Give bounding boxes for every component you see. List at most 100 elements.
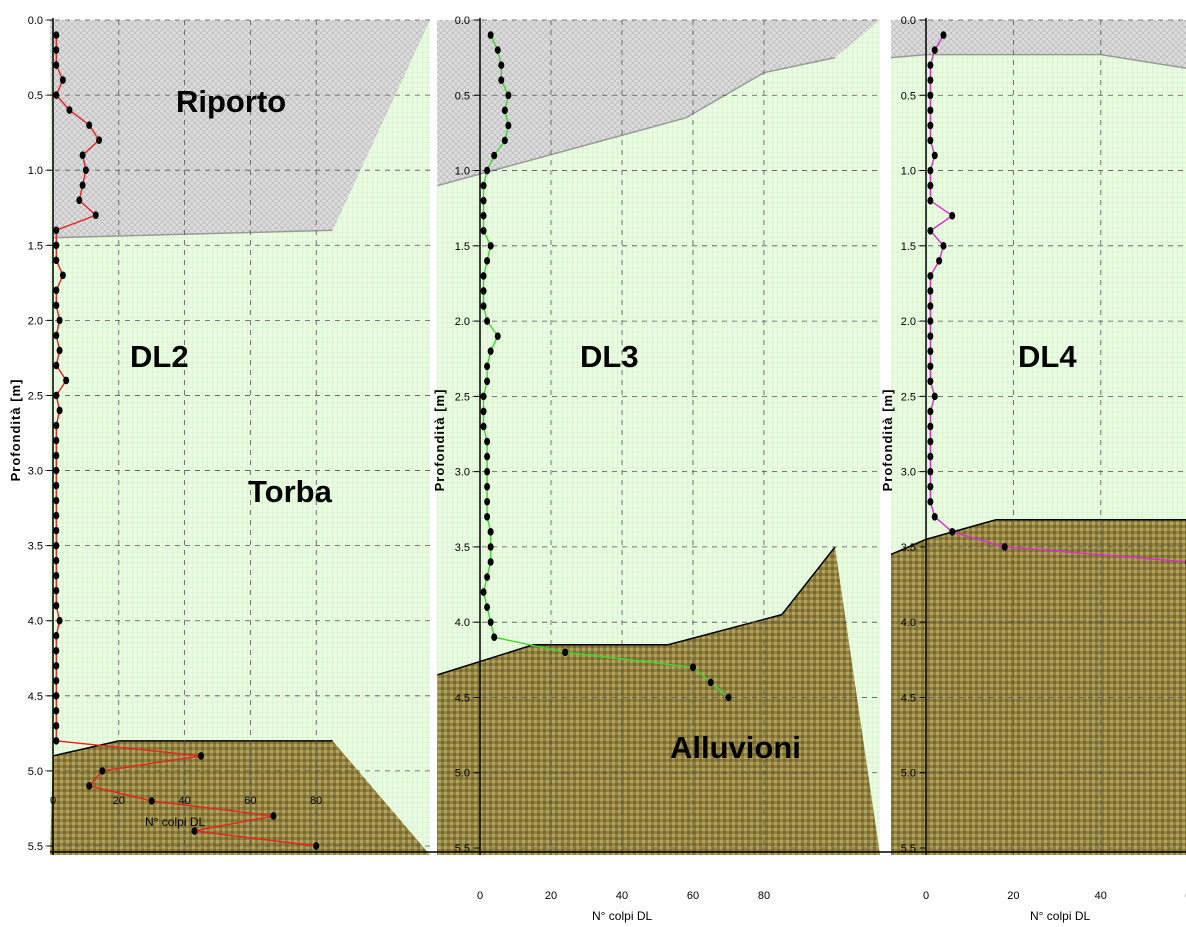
y-tick-label-dl2: 2.0 xyxy=(28,315,43,327)
blow-point-dl2 xyxy=(53,571,60,580)
blow-point-dl2 xyxy=(53,692,60,700)
y-tick-label-dl4: 2.0 xyxy=(901,316,916,328)
y-tick-label-dl2: 2.5 xyxy=(28,390,43,402)
blow-point-dl2 xyxy=(56,316,63,325)
panel-title-dl4: DL4 xyxy=(1018,339,1077,374)
blow-point-dl3 xyxy=(484,603,491,611)
blow-point-dl2 xyxy=(53,256,60,265)
blow-point-dl4 xyxy=(927,302,934,310)
blow-point-dl3 xyxy=(480,211,487,220)
blow-point-dl3 xyxy=(498,76,505,85)
blow-point-dl4 xyxy=(931,513,938,521)
blow-point-dl3 xyxy=(487,347,494,356)
blow-point-dl4 xyxy=(940,242,947,250)
blow-point-dl3 xyxy=(484,573,491,581)
y-tick-label-dl4: 3.5 xyxy=(901,542,916,554)
blow-point-dl3 xyxy=(487,242,494,250)
blow-point-dl3 xyxy=(484,482,491,491)
x-tick-label-dl2: 20 xyxy=(113,795,125,807)
y-tick-label-dl2: 0.5 xyxy=(28,90,43,102)
blow-point-dl3 xyxy=(487,558,494,566)
blow-point-dl2 xyxy=(53,226,60,235)
blow-point-dl2 xyxy=(53,301,60,310)
x-tick-label-dl3: 40 xyxy=(616,890,628,902)
blow-point-dl4 xyxy=(927,61,934,69)
y-tick-label-dl3: 4.5 xyxy=(455,692,470,704)
blow-point-dl2 xyxy=(53,391,60,400)
panel-title-dl2: DL2 xyxy=(130,339,189,374)
y-tick-label-dl3: 4.0 xyxy=(455,617,470,629)
blow-point-dl4 xyxy=(927,332,934,340)
x-tick-label-dl3: 80 xyxy=(758,890,770,902)
blow-point-dl2 xyxy=(53,241,60,250)
blow-point-dl2 xyxy=(92,211,99,220)
blow-point-dl3 xyxy=(498,61,505,69)
x-tick-label-dl4: 40 xyxy=(1095,890,1107,902)
blow-point-dl2 xyxy=(53,91,60,99)
blow-point-dl3 xyxy=(690,663,696,672)
x-axis-label-dl2: N° colpi DL xyxy=(145,815,205,829)
blow-point-dl3 xyxy=(480,181,487,190)
blow-point-dl4 xyxy=(927,76,934,85)
blow-point-dl3 xyxy=(505,91,512,100)
blow-point-dl2 xyxy=(53,737,60,745)
blow-point-dl2 xyxy=(59,271,66,280)
y-tick-label-dl4: 2.5 xyxy=(901,391,916,403)
blow-point-dl3 xyxy=(480,226,487,235)
blow-point-dl2 xyxy=(53,361,60,370)
y-tick-label-dl3: 2.5 xyxy=(455,391,470,403)
blow-point-dl4 xyxy=(927,347,934,356)
blow-point-dl3 xyxy=(480,392,487,401)
x-tick-label-dl3: 20 xyxy=(545,890,557,902)
y-tick-label-dl4: 1.0 xyxy=(901,166,916,178)
y-tick-label-dl3: 1.5 xyxy=(455,241,470,253)
blow-point-dl3 xyxy=(487,528,494,536)
blow-point-dl4 xyxy=(931,46,938,54)
alluvioni-layer-dl4 xyxy=(891,519,1186,855)
blow-point-dl4 xyxy=(927,467,934,476)
blow-point-dl3 xyxy=(487,543,494,551)
layer-label-torba: Torba xyxy=(248,474,333,509)
layer-label-riporto: Riporto xyxy=(176,84,286,119)
blow-point-dl2 xyxy=(191,827,198,835)
blow-point-dl3 xyxy=(484,257,491,265)
blow-point-dl2 xyxy=(270,812,277,820)
blow-point-dl4 xyxy=(927,362,934,371)
blow-point-dl4 xyxy=(927,121,934,130)
blow-point-dl3 xyxy=(484,362,491,371)
layer-label-alluvioni: Alluvioni xyxy=(670,730,801,765)
blow-point-dl3 xyxy=(501,136,508,145)
blow-point-dl3 xyxy=(494,332,501,340)
panel-title-dl3: DL3 xyxy=(580,339,639,374)
blow-point-dl2 xyxy=(53,331,60,340)
blow-point-dl2 xyxy=(53,526,60,535)
blow-point-dl4 xyxy=(940,31,947,39)
riporto-layer-dl3 xyxy=(437,20,880,186)
y-tick-label-dl2: 1.5 xyxy=(28,240,43,252)
y-tick-label-dl3: 2.0 xyxy=(455,316,470,328)
blow-point-dl2 xyxy=(53,511,60,520)
blow-point-dl2 xyxy=(53,541,60,550)
x-axis-label-dl3: N° colpi DL xyxy=(592,909,652,923)
y-tick-label-dl3: 0.5 xyxy=(455,90,470,102)
x-tick-label-dl2: 80 xyxy=(310,795,322,807)
blow-point-dl4 xyxy=(927,196,934,205)
blow-point-dl4 xyxy=(927,91,934,100)
y-tick-label-dl3: 0.0 xyxy=(455,15,470,27)
y-axis-label-dl3: Profondità [m] xyxy=(432,389,447,492)
blow-point-dl2 xyxy=(82,166,89,174)
riporto-boundary-dl2 xyxy=(52,229,333,239)
blow-point-dl2 xyxy=(59,76,66,84)
riporto-layer-dl2 xyxy=(50,20,430,238)
blow-point-dl3 xyxy=(480,302,487,310)
blow-point-dl3 xyxy=(725,693,732,702)
y-tick-label-dl2: 4.0 xyxy=(28,616,43,628)
blow-point-dl4 xyxy=(949,211,956,220)
blow-point-dl3 xyxy=(480,422,487,431)
blow-point-dl2 xyxy=(56,346,63,355)
blow-point-dl3 xyxy=(484,452,491,461)
blow-point-dl2 xyxy=(86,121,93,129)
blow-point-dl3 xyxy=(494,46,501,54)
blow-point-dl4 xyxy=(927,317,934,325)
